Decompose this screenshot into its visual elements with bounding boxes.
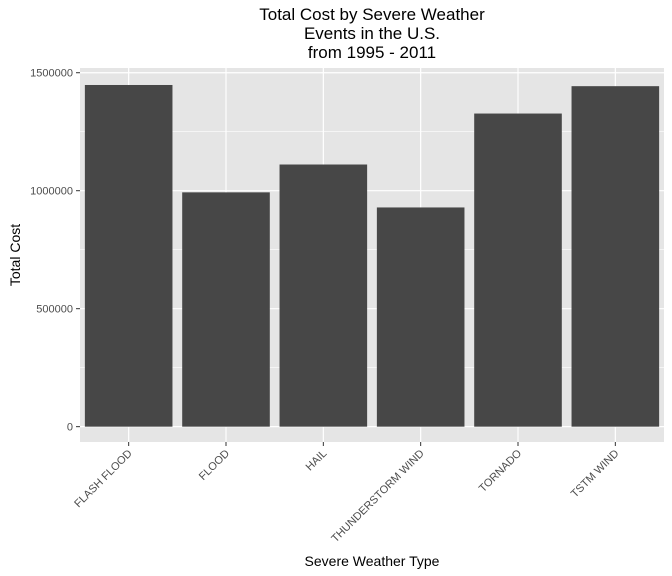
y-tick-label: 500000 [36, 304, 73, 316]
y-axis: 0 500000 1000000 1500000 [30, 68, 80, 434]
x-axis-label: Severe Weather Type [305, 553, 440, 569]
x-tick-label: TORNADO [477, 447, 525, 495]
x-tick-label: FLOOD [197, 448, 232, 483]
x-tick-label: HAIL [304, 448, 330, 474]
bar-hail [279, 164, 368, 427]
x-tick-label: THUNDERSTORM WIND [329, 448, 426, 545]
chart-title: Total Cost by Severe Weather Events in t… [259, 5, 485, 62]
x-axis: FLASH FLOOD FLOOD HAIL THUNDERSTORM WIND TOR… [72, 442, 621, 545]
bar-tstm-wind [571, 86, 660, 427]
x-tick-label: TSTM WIND [569, 448, 622, 501]
bar-flash-flood [84, 84, 173, 427]
y-tick-label: 1500000 [30, 68, 73, 80]
chart-title-line-3: from 1995 - 2011 [308, 43, 436, 62]
chart-title-line-1: Total Cost by Severe Weather [259, 5, 485, 24]
y-tick-label: 0 [67, 422, 73, 434]
bar-thunderstorm-wind [376, 207, 465, 427]
y-axis-label: Total Cost [7, 224, 23, 286]
x-tick-label: FLASH FLOOD [72, 448, 135, 511]
bars [84, 84, 660, 427]
plot-panel [80, 68, 664, 442]
bar-tornado [474, 113, 562, 427]
bar-flood [182, 192, 270, 427]
y-tick-label: 1000000 [30, 186, 73, 198]
chart-title-line-2: Events in the U.S. [304, 24, 440, 43]
